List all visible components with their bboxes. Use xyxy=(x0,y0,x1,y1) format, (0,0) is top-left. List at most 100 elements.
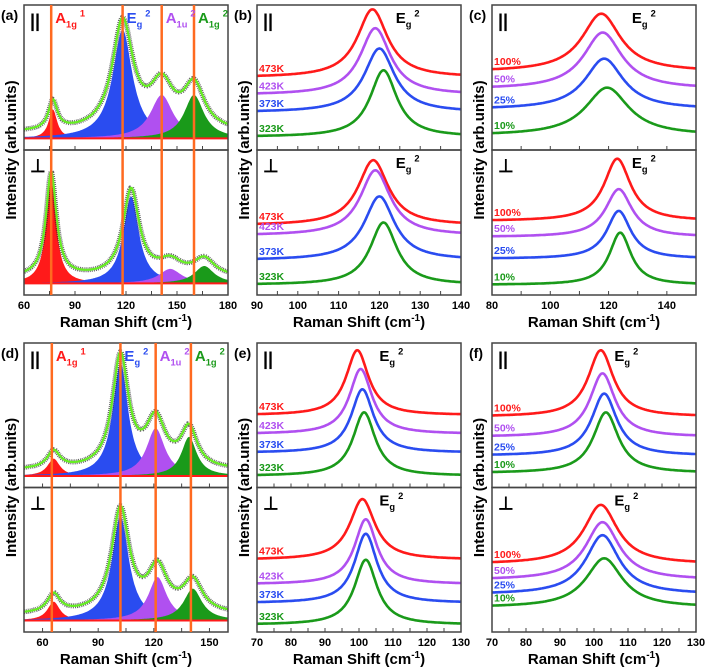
x-axis-label-close: ) xyxy=(655,314,660,331)
peak-label: A1g1 xyxy=(55,8,85,29)
x-axis-label-main: Raman Shift (cm xyxy=(60,651,178,668)
x-axis-label: Raman Shift (cm-1) xyxy=(60,313,192,331)
label-subscript: 1g xyxy=(209,20,220,30)
x-axis-label-sup: -1 xyxy=(178,650,187,661)
series-line-423K xyxy=(257,367,462,435)
x-tick-label: 90 xyxy=(319,637,331,649)
label-subscript: 1g xyxy=(66,20,77,30)
x-axis-label-main: Raman Shift (cm xyxy=(60,314,178,331)
label-superscript: 2 xyxy=(633,346,638,356)
series-label: 50% xyxy=(494,74,516,86)
y-axis-label: Intensity (arb.units) xyxy=(471,418,488,557)
label-superscript: 2 xyxy=(220,346,225,356)
y-axis-label: Intensity (arb.units) xyxy=(471,80,488,219)
x-tick-label: 70 xyxy=(486,637,498,649)
label-subscript: g xyxy=(624,358,630,368)
series-line-10% xyxy=(492,86,697,135)
series-line-423K xyxy=(257,517,461,585)
x-tick-label: 60 xyxy=(36,637,48,649)
peak-fill-red xyxy=(24,109,228,139)
label-base: E xyxy=(379,493,389,510)
series-line-25% xyxy=(492,57,696,109)
x-tick-label: 130 xyxy=(411,300,429,312)
x-axis-label-main: Raman Shift (cm xyxy=(528,651,646,668)
series-line-373K xyxy=(257,387,461,454)
series-label: 473K xyxy=(259,63,285,75)
x-tick-label: 120 xyxy=(418,637,436,649)
panel-b: 473K423K373K323KEg2||473K423K373K323KEg2… xyxy=(234,4,470,331)
peak-fill-green xyxy=(24,94,228,139)
peak-fill-green xyxy=(24,436,228,476)
label-superscript: 2 xyxy=(414,8,419,18)
polarization-label: ⊥ xyxy=(263,494,279,514)
subplot-parallel: 473K 423K 373K 323K Eg2 || xyxy=(256,342,462,489)
polarization-label: || xyxy=(263,349,273,369)
series-line-473K xyxy=(257,348,462,416)
series-label: 25% xyxy=(494,579,516,591)
series-label: 10% xyxy=(494,271,516,283)
label-subscript: 1g xyxy=(67,358,78,368)
label-subscript: g xyxy=(389,358,395,368)
series-line-473K xyxy=(257,497,461,560)
panel-label: (d) xyxy=(1,345,19,361)
polarization-label: ⊥ xyxy=(498,494,514,514)
x-axis-label-close: ) xyxy=(420,651,425,668)
peak-label: Eg2 xyxy=(127,8,151,29)
label-subscript: g xyxy=(137,20,143,30)
label-subscript: g xyxy=(624,502,630,512)
series-label: 50% xyxy=(494,223,516,235)
subplot-perpendicular: 100% 50% 25% 10% Eg2 ⊥ xyxy=(491,486,697,633)
series-label: 100% xyxy=(494,56,522,68)
label-base: E xyxy=(124,348,134,365)
label-subscript: 1u xyxy=(177,20,188,30)
panel-label: (c) xyxy=(469,7,486,23)
polarization-label: || xyxy=(498,11,508,31)
x-axis-label-sup: -1 xyxy=(178,313,187,324)
peak-label-eg2: Eg2 xyxy=(632,153,656,174)
series-line-323K xyxy=(256,69,461,138)
label-superscript: 2 xyxy=(414,153,419,163)
peak-label: A1u2 xyxy=(166,8,196,29)
peak-label-eg2: Eg2 xyxy=(379,346,403,367)
label-superscript: 2 xyxy=(651,8,656,18)
x-tick-label: 90 xyxy=(92,637,104,649)
series-line-50% xyxy=(492,187,696,238)
label-base: E xyxy=(379,348,389,365)
y-axis-label: Intensity (arb.units) xyxy=(236,80,253,219)
fit-curve xyxy=(23,504,229,613)
label-superscript: 1 xyxy=(80,8,85,18)
series-line-10% xyxy=(492,411,696,474)
x-tick-label: 130 xyxy=(687,637,705,649)
series-label: 473K xyxy=(259,545,285,557)
label-subscript: g xyxy=(134,358,140,368)
subplot-parallel: 473K 423K 373K 323K Eg2 || xyxy=(256,4,462,151)
series-line-373K xyxy=(257,47,461,113)
label-base: E xyxy=(632,10,642,27)
x-tick-label: 100 xyxy=(289,300,307,312)
label-base: E xyxy=(396,155,406,172)
x-tick-label: 60 xyxy=(18,300,30,312)
x-tick-label: 110 xyxy=(619,637,637,649)
series-line-423K xyxy=(257,26,462,95)
peak-fill-red xyxy=(24,601,228,621)
x-axis-label-close: ) xyxy=(655,651,660,668)
x-axis-label: Raman Shift (cm-1) xyxy=(293,650,425,668)
x-axis-label-close: ) xyxy=(187,314,192,331)
series-label: 473K xyxy=(259,211,285,223)
x-tick-label: 70 xyxy=(251,637,263,649)
series-line-373K xyxy=(257,532,461,604)
label-base: E xyxy=(127,10,137,27)
x-tick-label: 100 xyxy=(541,300,559,312)
x-axis-label-main: Raman Shift (cm xyxy=(293,314,411,331)
subplot-frame xyxy=(256,4,462,151)
peak-label-eg2: Eg2 xyxy=(396,8,420,29)
x-tick-label: 120 xyxy=(117,300,135,312)
series-line-323K xyxy=(257,221,462,286)
label-base: A xyxy=(166,10,177,27)
series-line-50% xyxy=(491,520,697,580)
series-line-25% xyxy=(492,209,696,260)
series-label: 100% xyxy=(494,207,522,219)
series-label: 373K xyxy=(259,98,285,110)
label-base: E xyxy=(632,155,642,172)
